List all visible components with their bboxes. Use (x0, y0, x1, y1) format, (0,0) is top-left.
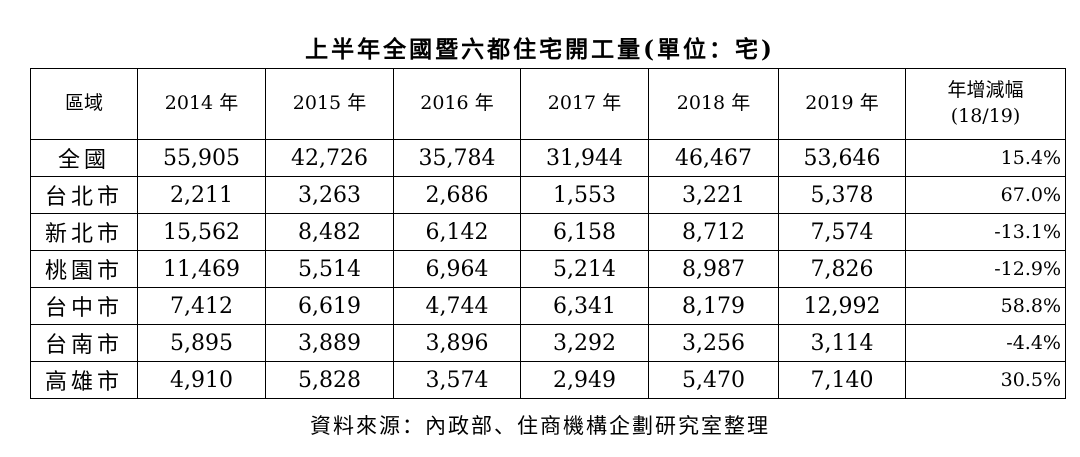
source-note: 資料來源：內政部、住商機構企劃研究室整理 (310, 414, 770, 438)
value-cell: 7,826 (778, 250, 906, 288)
region-cell: 高雄市 (30, 361, 138, 399)
value-cell: 31,944 (520, 139, 649, 177)
value-cell: 3,889 (265, 324, 394, 362)
table-row: 台北市 2,211 3,263 2,686 1,553 3,221 5,378 67.0% (30, 176, 1066, 214)
value-cell: 53,646 (778, 139, 906, 177)
value-cell: 6,341 (520, 287, 649, 325)
value-cell: 8,482 (265, 213, 394, 251)
header-row: 區域 2014 年 2015 年 2016 年 2017 年 2018 年 2019 年 年增… (30, 68, 1066, 140)
value-cell: 1,553 (520, 176, 649, 214)
value-cell: -13.1% (905, 213, 1066, 251)
value-cell: 2,686 (393, 176, 521, 214)
region-cell: 台北市 (30, 176, 138, 214)
value-cell: 3,263 (265, 176, 394, 214)
value-cell: 2,949 (520, 361, 649, 399)
value-cell: 5,378 (778, 176, 906, 214)
value-cell: 5,214 (520, 250, 649, 288)
value-cell: 5,828 (265, 361, 394, 399)
header-cell: 2015 年 (265, 68, 394, 140)
data-table: 區域 2014 年 2015 年 2016 年 2017 年 2018 年 2019 年 年增… (30, 68, 1066, 399)
table-head: 區域 2014 年 2015 年 2016 年 2017 年 2018 年 2019 年 年增… (30, 68, 1066, 140)
value-cell: 42,726 (265, 139, 394, 177)
value-cell: 3,256 (648, 324, 779, 362)
region-cell: 台南市 (30, 324, 138, 362)
value-cell: 30.5% (905, 361, 1066, 399)
header-note: (18/19) (950, 105, 1021, 127)
region-cell: 新北市 (30, 213, 138, 251)
region-cell: 桃園市 (30, 250, 138, 288)
value-cell: 6,964 (393, 250, 521, 288)
header-text: 2014 年 (164, 92, 239, 115)
value-cell: 58.8% (905, 287, 1066, 325)
value-cell: -12.9% (905, 250, 1066, 288)
table-row: 全國 55,905 42,726 35,784 31,944 46,467 53,646 15… (30, 139, 1066, 177)
table-title: 上半年全國暨六都住宅開工量(單位：宅) (305, 36, 775, 63)
header-text: 2017 年 (547, 92, 622, 115)
value-cell: 3,221 (648, 176, 779, 214)
value-cell: 3,574 (393, 361, 521, 399)
value-cell: 7,140 (778, 361, 906, 399)
header-text: 年增減幅 (947, 79, 1024, 102)
value-cell: 67.0% (905, 176, 1066, 214)
value-cell: 12,992 (778, 287, 906, 325)
value-cell: 5,514 (265, 250, 394, 288)
table-row: 新北市 15,562 8,482 6,142 6,158 8,712 7,574 -13.1% (30, 213, 1066, 251)
value-cell: 8,179 (648, 287, 779, 325)
value-cell: 4,744 (393, 287, 521, 325)
value-cell: 3,292 (520, 324, 649, 362)
value-cell: 3,114 (778, 324, 906, 362)
value-cell: -4.4% (905, 324, 1066, 362)
header-text: 2019 年 (805, 92, 879, 115)
header-cell: 2018 年 (648, 68, 779, 140)
value-cell: 7,574 (778, 213, 906, 251)
value-cell: 5,895 (137, 324, 266, 362)
value-cell: 15.4% (905, 139, 1066, 177)
header-cell: 年增減幅 (18/19) (905, 68, 1066, 140)
region-cell: 全國 (30, 139, 138, 177)
value-cell: 11,469 (137, 250, 266, 288)
header-text: 2015 年 (292, 92, 367, 115)
table-row: 桃園市 11,469 5,514 6,964 5,214 8,987 7,826 -12.9% (30, 250, 1066, 288)
value-cell: 35,784 (393, 139, 521, 177)
header-text: 2018 年 (676, 92, 751, 115)
table-row: 高雄市 4,910 5,828 3,574 2,949 5,470 7,140 30.5% (30, 361, 1066, 399)
value-cell: 7,412 (137, 287, 266, 325)
value-cell: 8,712 (648, 213, 779, 251)
value-cell: 2,211 (137, 176, 266, 214)
value-cell: 5,470 (648, 361, 779, 399)
header-cell: 2019 年 (778, 68, 906, 140)
header-cell: 區域 (30, 68, 138, 140)
table-row: 台南市 5,895 3,889 3,896 3,292 3,256 3,114 -4.4% (30, 324, 1066, 362)
value-cell: 46,467 (648, 139, 779, 177)
header-cell: 2017 年 (520, 68, 649, 140)
table-row: 台中市 7,412 6,619 4,744 6,341 8,179 12,992 58.8% (30, 287, 1066, 325)
value-cell: 6,619 (265, 287, 394, 325)
value-cell: 55,905 (137, 139, 266, 177)
header-text: 2016 年 (420, 92, 494, 115)
value-cell: 6,158 (520, 213, 649, 251)
value-cell: 3,896 (393, 324, 521, 362)
header-cell: 2016 年 (393, 68, 521, 140)
table-body: 全國 55,905 42,726 35,784 31,944 46,467 53,646 15… (30, 139, 1066, 399)
header-cell: 2014 年 (137, 68, 266, 140)
value-cell: 4,910 (137, 361, 266, 399)
value-cell: 6,142 (393, 213, 521, 251)
value-cell: 8,987 (648, 250, 779, 288)
header-text: 區域 (64, 92, 103, 115)
region-cell: 台中市 (30, 287, 138, 325)
value-cell: 15,562 (137, 213, 266, 251)
